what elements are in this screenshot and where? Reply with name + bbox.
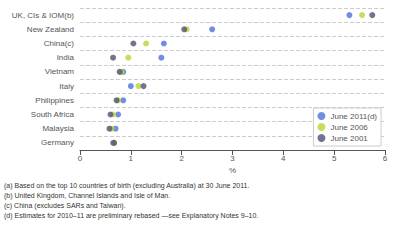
svg-text:South Africa: South Africa	[31, 110, 75, 119]
svg-text:6: 6	[383, 154, 388, 163]
svg-text:China(c): China(c)	[44, 39, 75, 48]
svg-text:5: 5	[332, 154, 337, 163]
svg-text:2: 2	[179, 154, 184, 163]
svg-text:India: India	[57, 53, 75, 62]
svg-text:June 2006: June 2006	[330, 123, 368, 132]
svg-text:0: 0	[78, 154, 83, 163]
svg-text:Philippines: Philippines	[35, 96, 74, 105]
svg-text:Malaysia: Malaysia	[42, 124, 74, 133]
svg-text:(d) Estimates for 2010–11 are: (d) Estimates for 2010–11 are preliminar…	[4, 212, 258, 220]
svg-text:Vietnam: Vietnam	[45, 67, 75, 76]
svg-text:(c) China (excludes SARs and T: (c) China (excludes SARs and Taiwan).	[4, 202, 126, 210]
svg-text:3: 3	[230, 154, 235, 163]
svg-text:Italy: Italy	[59, 82, 74, 91]
svg-text:(a) Based on the top 10 countr: (a) Based on the top 10 countries of bir…	[4, 182, 249, 190]
svg-text:New Zealand: New Zealand	[27, 25, 74, 34]
svg-text:Germany: Germany	[41, 138, 74, 147]
svg-text:June 2011(d): June 2011(d)	[330, 112, 377, 121]
svg-text:4: 4	[281, 154, 286, 163]
svg-text:(b) United Kingdom, Channel Is: (b) United Kingdom, Channel Islands and …	[4, 192, 170, 200]
svg-text:UK, CIs & IOM(b): UK, CIs & IOM(b)	[12, 11, 75, 20]
svg-text:June 2001: June 2001	[330, 134, 368, 143]
svg-text:%: %	[229, 166, 236, 175]
svg-text:1: 1	[129, 154, 134, 163]
